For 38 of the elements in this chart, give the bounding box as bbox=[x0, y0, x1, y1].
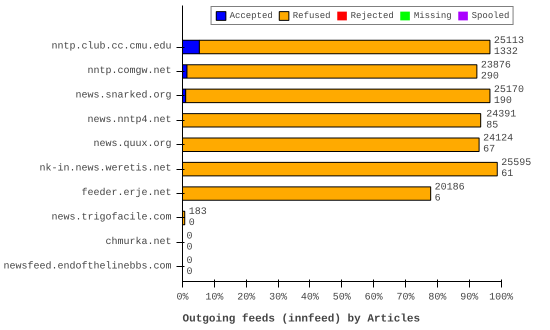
annotation: 0 0 bbox=[186, 231, 193, 254]
x-tick-label: 80% bbox=[428, 292, 446, 304]
annotation: 20186 6 bbox=[434, 182, 465, 205]
legend-label: Accepted bbox=[230, 10, 273, 20]
x-tick-label: 70% bbox=[396, 292, 415, 304]
y-tick-label: nntp.comgw.net bbox=[87, 66, 172, 77]
annotation: 23876 290 bbox=[480, 60, 511, 82]
text: Outgoing feeds (innfeed) by Articles bbox=[182, 312, 420, 326]
y-tick-label: nntp.club.cc.cmu.edu bbox=[51, 40, 172, 53]
x-tick-label: 10% bbox=[205, 292, 224, 304]
y-tick-label: news.snarked.org bbox=[75, 89, 172, 102]
y-tick-label: news.trigofacile.com bbox=[51, 211, 172, 224]
bar bbox=[186, 64, 478, 79]
x-tick-label: 20% bbox=[237, 292, 256, 304]
x-tick-label: 50% bbox=[332, 292, 351, 304]
x-tick-label: 30% bbox=[269, 292, 288, 304]
legend-label: Spooled bbox=[472, 10, 510, 20]
y-tick-label: news.quux.org bbox=[93, 139, 172, 150]
annotation: 25595 61 bbox=[501, 158, 532, 180]
annotation: 0 0 bbox=[186, 256, 193, 278]
x-tick-label: 60% bbox=[364, 292, 383, 304]
y-tick-label: chmurka.net bbox=[105, 236, 172, 248]
x-tick-label: 0% bbox=[176, 292, 189, 304]
x-tick-label: 100% bbox=[489, 292, 514, 304]
annotation: 25113 1332 bbox=[494, 36, 524, 58]
x-tick-label: 90% bbox=[460, 292, 478, 304]
annotation: 24124 67 bbox=[483, 134, 514, 156]
legend-label: Refused bbox=[292, 10, 331, 20]
y-tick-label: nk-in.news.weretis.net bbox=[39, 162, 172, 175]
y-tick-label: news.nntp4.net bbox=[87, 114, 172, 126]
x-tick-label: 40% bbox=[300, 292, 319, 304]
legend-label: Rejected bbox=[350, 10, 394, 20]
annotation: 24391 85 bbox=[486, 109, 516, 132]
annotation: 183 0 bbox=[188, 206, 207, 229]
y-tick-label: feeder.erje.net bbox=[81, 187, 172, 200]
y-tick-label: newsfeed.endofthelinebbs.com bbox=[3, 260, 172, 272]
annotation: 25170 190 bbox=[494, 84, 524, 107]
legend-label: Missing bbox=[414, 10, 452, 20]
